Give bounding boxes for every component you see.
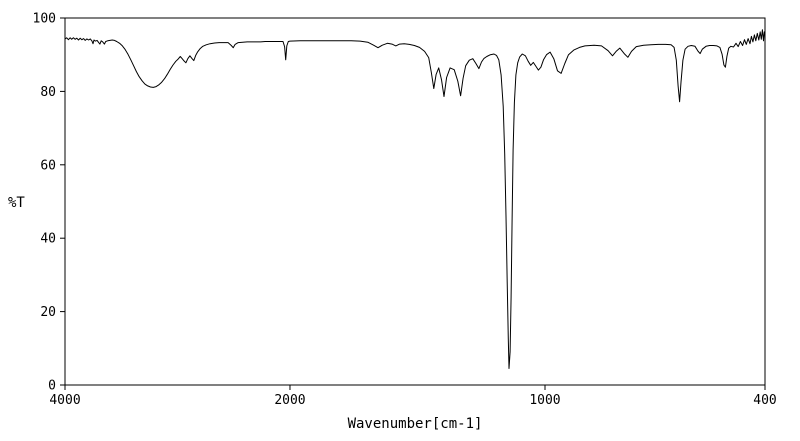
y-tick-label: 100 (33, 12, 56, 27)
y-tick-label: 20 (40, 305, 56, 320)
x-axis-title: Wavenumber[cm-1] (348, 416, 483, 432)
plot-frame (64, 17, 766, 386)
y-axis-title: %T (8, 195, 25, 211)
y-tick-label: 40 (40, 232, 56, 247)
x-tick-label: 2000 (274, 393, 305, 408)
x-axis: 4000 2000 1000 400 (49, 385, 777, 408)
x-tick-label: 1000 (529, 393, 560, 408)
y-tick-label: 80 (40, 85, 56, 100)
y-axis: 100 80 60 40 20 0 (33, 12, 65, 394)
y-tick-label: 60 (40, 158, 56, 173)
y-tick-label: 0 (48, 379, 56, 394)
spectrum-line (64, 29, 766, 369)
x-tick-label: 400 (753, 393, 776, 408)
x-tick-label: 4000 (49, 393, 80, 408)
